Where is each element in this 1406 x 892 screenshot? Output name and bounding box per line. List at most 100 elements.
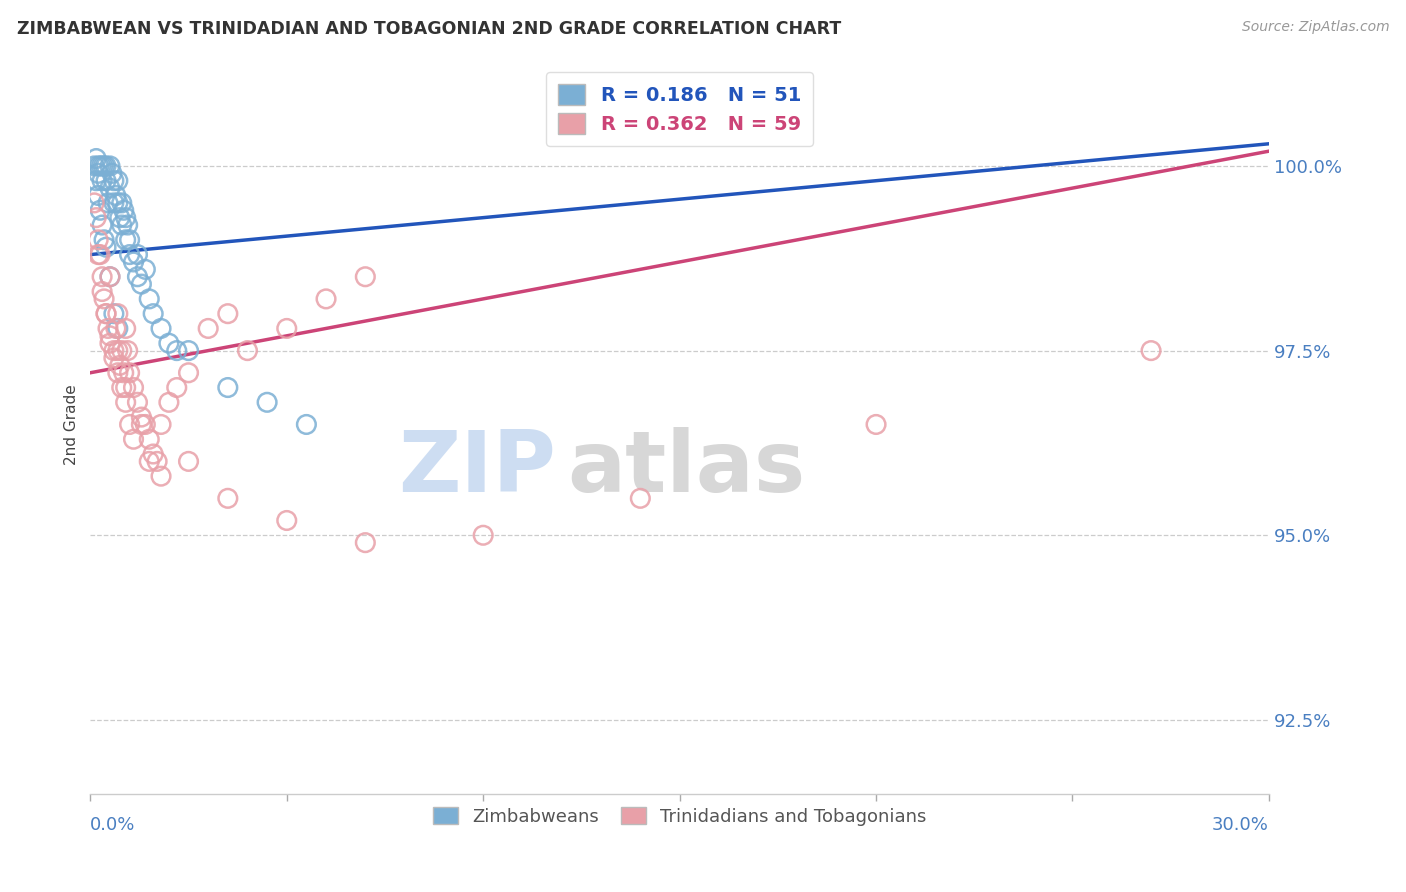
Point — [150, 417, 173, 432]
Point — [107, 343, 129, 358]
Point — [354, 535, 377, 549]
Point — [112, 203, 135, 218]
Point — [127, 247, 149, 261]
Point — [107, 195, 129, 210]
Point — [118, 366, 141, 380]
Point — [94, 174, 117, 188]
Point — [107, 174, 129, 188]
Point — [91, 174, 114, 188]
Point — [111, 218, 134, 232]
Point — [87, 188, 110, 202]
Point — [276, 321, 298, 335]
Point — [84, 152, 107, 166]
Point — [104, 188, 127, 202]
Point — [84, 174, 107, 188]
Point — [166, 343, 188, 358]
Point — [83, 159, 105, 173]
Point — [98, 181, 121, 195]
Point — [114, 233, 136, 247]
Point — [157, 336, 180, 351]
Point — [197, 321, 219, 335]
Point — [276, 514, 298, 528]
Point — [217, 491, 239, 506]
Point — [114, 321, 136, 335]
Point — [97, 321, 120, 335]
Point — [315, 292, 337, 306]
Point — [114, 211, 136, 225]
Point — [103, 307, 125, 321]
Point — [111, 343, 134, 358]
Point — [177, 366, 200, 380]
Point — [91, 159, 114, 173]
Point — [97, 195, 120, 210]
Point — [114, 380, 136, 394]
Point — [98, 269, 121, 284]
Text: 0.0%: 0.0% — [90, 816, 136, 834]
Point — [1140, 343, 1163, 358]
Point — [217, 380, 239, 394]
Point — [91, 269, 114, 284]
Point — [91, 218, 114, 232]
Point — [131, 410, 153, 425]
Point — [865, 417, 887, 432]
Point — [138, 292, 160, 306]
Point — [142, 307, 165, 321]
Point — [177, 454, 200, 468]
Point — [103, 343, 125, 358]
Point — [94, 307, 117, 321]
Point — [104, 321, 127, 335]
Point — [114, 395, 136, 409]
Point — [256, 395, 278, 409]
Point — [117, 343, 139, 358]
Point — [94, 307, 117, 321]
Point — [217, 307, 239, 321]
Point — [103, 174, 125, 188]
Point — [127, 269, 149, 284]
Point — [89, 203, 111, 218]
Point — [122, 380, 145, 394]
Point — [150, 469, 173, 483]
Point — [127, 395, 149, 409]
Point — [150, 321, 173, 335]
Point — [111, 195, 134, 210]
Point — [101, 166, 124, 180]
Point — [107, 321, 129, 335]
Y-axis label: 2nd Grade: 2nd Grade — [65, 384, 79, 465]
Point — [138, 432, 160, 446]
Point — [93, 292, 115, 306]
Text: atlas: atlas — [568, 427, 806, 510]
Text: Source: ZipAtlas.com: Source: ZipAtlas.com — [1241, 20, 1389, 34]
Text: 30.0%: 30.0% — [1212, 816, 1270, 834]
Point — [87, 247, 110, 261]
Point — [118, 233, 141, 247]
Point — [98, 328, 121, 343]
Point — [91, 285, 114, 299]
Point — [122, 432, 145, 446]
Point — [146, 454, 169, 468]
Legend: Zimbabweans, Trinidadians and Tobagonians: Zimbabweans, Trinidadians and Tobagonian… — [425, 799, 934, 833]
Point — [134, 262, 156, 277]
Point — [98, 336, 121, 351]
Point — [107, 366, 129, 380]
Point — [87, 166, 110, 180]
Point — [107, 307, 129, 321]
Point — [117, 218, 139, 232]
Point — [295, 417, 318, 432]
Point — [118, 247, 141, 261]
Point — [98, 159, 121, 173]
Point — [138, 454, 160, 468]
Point — [87, 159, 110, 173]
Point — [118, 417, 141, 432]
Point — [112, 366, 135, 380]
Point — [83, 195, 105, 210]
Point — [93, 159, 115, 173]
Text: ZIMBABWEAN VS TRINIDADIAN AND TOBAGONIAN 2ND GRADE CORRELATION CHART: ZIMBABWEAN VS TRINIDADIAN AND TOBAGONIAN… — [17, 20, 841, 37]
Point — [236, 343, 259, 358]
Point — [134, 417, 156, 432]
Point — [87, 233, 110, 247]
Text: ZIP: ZIP — [398, 427, 555, 510]
Point — [157, 395, 180, 409]
Point — [108, 359, 131, 373]
Point — [166, 380, 188, 394]
Point — [122, 255, 145, 269]
